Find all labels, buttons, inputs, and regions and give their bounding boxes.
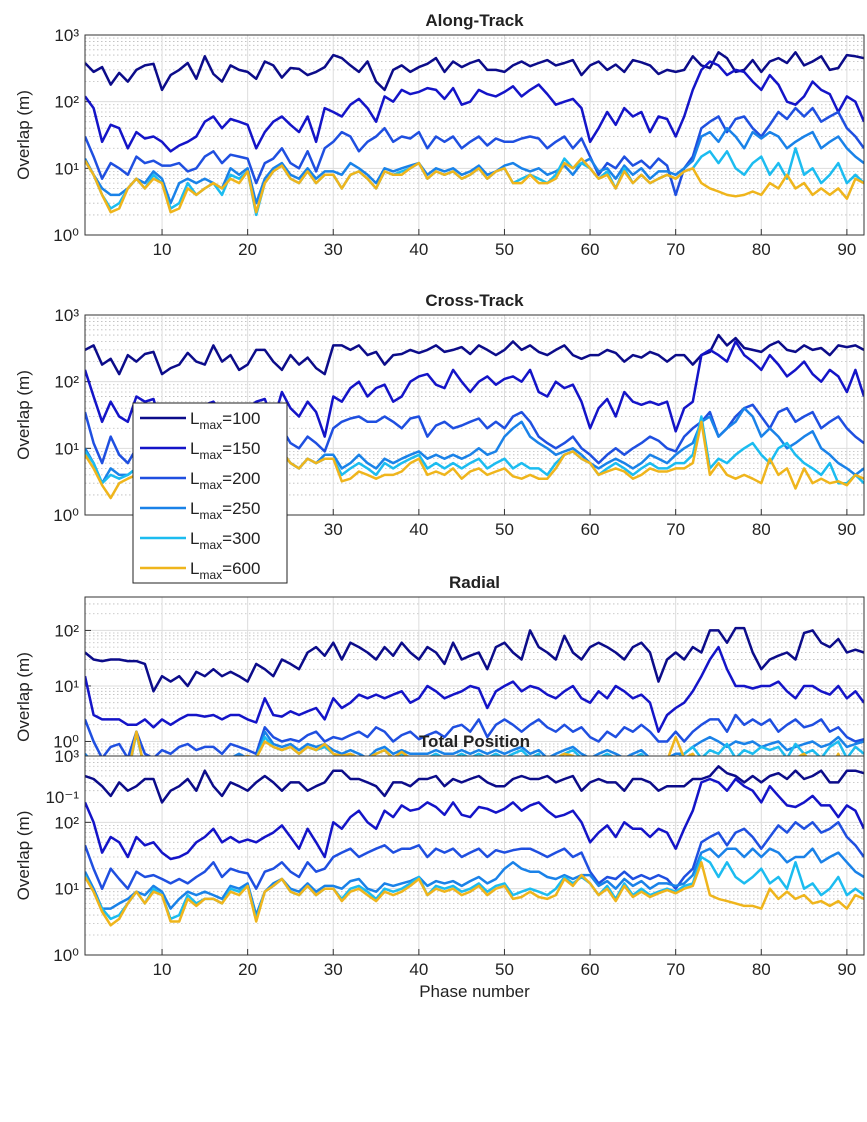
x-tick-label: 70 <box>666 960 685 979</box>
x-tick-label: 90 <box>837 960 856 979</box>
x-tick-label: 50 <box>495 520 514 539</box>
x-tick-label: 50 <box>495 240 514 259</box>
x-tick-label: 80 <box>752 520 771 539</box>
series-group <box>85 51 864 217</box>
series-line <box>85 765 864 804</box>
x-tick-label: 40 <box>409 960 428 979</box>
x-tick-label: 60 <box>581 960 600 979</box>
series-line <box>85 645 864 733</box>
axes-frame <box>84 34 865 236</box>
y-axis-label: Overlap (m) <box>14 370 33 460</box>
y-tick-label: 10¹ <box>54 439 79 458</box>
y-tick-label: 10¹ <box>54 880 79 899</box>
legend: Lmax=100 Lmax=150 Lmax=200 Lmax=250 Lmax=300… <box>132 402 288 584</box>
series-line <box>85 60 864 153</box>
y-tick-label: 10² <box>54 373 79 392</box>
y-tick-label: 10² <box>54 621 79 640</box>
y-tick-label: 10⁻¹ <box>45 788 79 807</box>
legend-label: Lmax=300 <box>190 529 260 552</box>
x-tick-label: 40 <box>409 520 428 539</box>
subplot-title: Radial <box>449 573 500 592</box>
y-tick-label: 10⁰ <box>53 732 79 751</box>
x-tick-label: 30 <box>324 240 343 259</box>
y-tick-label: 10⁰ <box>53 506 79 525</box>
subplot-title: Along-Track <box>425 11 524 30</box>
legend-label: Lmax=600 <box>190 559 260 582</box>
legend-label: Lmax=100 <box>190 409 260 432</box>
x-tick-label: 90 <box>837 520 856 539</box>
x-tick-label: 10 <box>153 240 172 259</box>
y-axis-label: Overlap (m) <box>14 652 33 742</box>
y-tick-label: 10¹ <box>54 677 79 696</box>
axes-frame <box>84 755 865 956</box>
x-tick-label: 80 <box>752 960 771 979</box>
subplot-title: Total Position <box>419 732 530 751</box>
series-line <box>85 821 864 890</box>
x-tick-label: 90 <box>837 240 856 259</box>
y-tick-label: 10² <box>54 813 79 832</box>
y-tick-label: 10⁰ <box>53 946 79 965</box>
x-tick-label: 70 <box>666 520 685 539</box>
legend-label: Lmax=200 <box>190 469 260 492</box>
series-line <box>85 626 864 693</box>
x-tick-label: 50 <box>495 960 514 979</box>
axes-frame <box>84 314 865 516</box>
y-tick-label: 10² <box>54 93 79 112</box>
x-tick-label: 40 <box>409 240 428 259</box>
x-tick-label: 20 <box>238 240 257 259</box>
series-line <box>85 333 864 376</box>
series-line <box>85 777 864 861</box>
y-tick-label: 10³ <box>54 26 79 45</box>
series-line <box>85 713 864 760</box>
x-tick-label: 30 <box>324 520 343 539</box>
series-line <box>85 106 864 197</box>
x-tick-label: 20 <box>238 960 257 979</box>
y-tick-label: 10⁰ <box>53 226 79 245</box>
x-axis-label: Phase number <box>419 982 530 1001</box>
y-axis-label: Overlap (m) <box>14 811 33 901</box>
y-axis-label: Overlap (m) <box>14 90 33 180</box>
x-tick-label: 70 <box>666 240 685 259</box>
legend-label: Lmax=150 <box>190 439 260 462</box>
x-tick-label: 30 <box>324 960 343 979</box>
legend-label: Lmax=250 <box>190 499 260 522</box>
y-tick-label: 10¹ <box>54 159 79 178</box>
x-tick-label: 10 <box>153 960 172 979</box>
x-tick-label: 80 <box>752 240 771 259</box>
series-line <box>85 847 864 917</box>
x-tick-label: 60 <box>581 240 600 259</box>
series-group <box>85 765 864 927</box>
x-tick-label: 60 <box>581 520 600 539</box>
series-line <box>85 157 864 214</box>
y-tick-label: 10³ <box>54 747 79 766</box>
series-line <box>85 861 864 927</box>
y-tick-label: 10³ <box>54 306 79 325</box>
legend-box <box>132 402 288 584</box>
subplot-title: Cross-Track <box>425 291 524 310</box>
